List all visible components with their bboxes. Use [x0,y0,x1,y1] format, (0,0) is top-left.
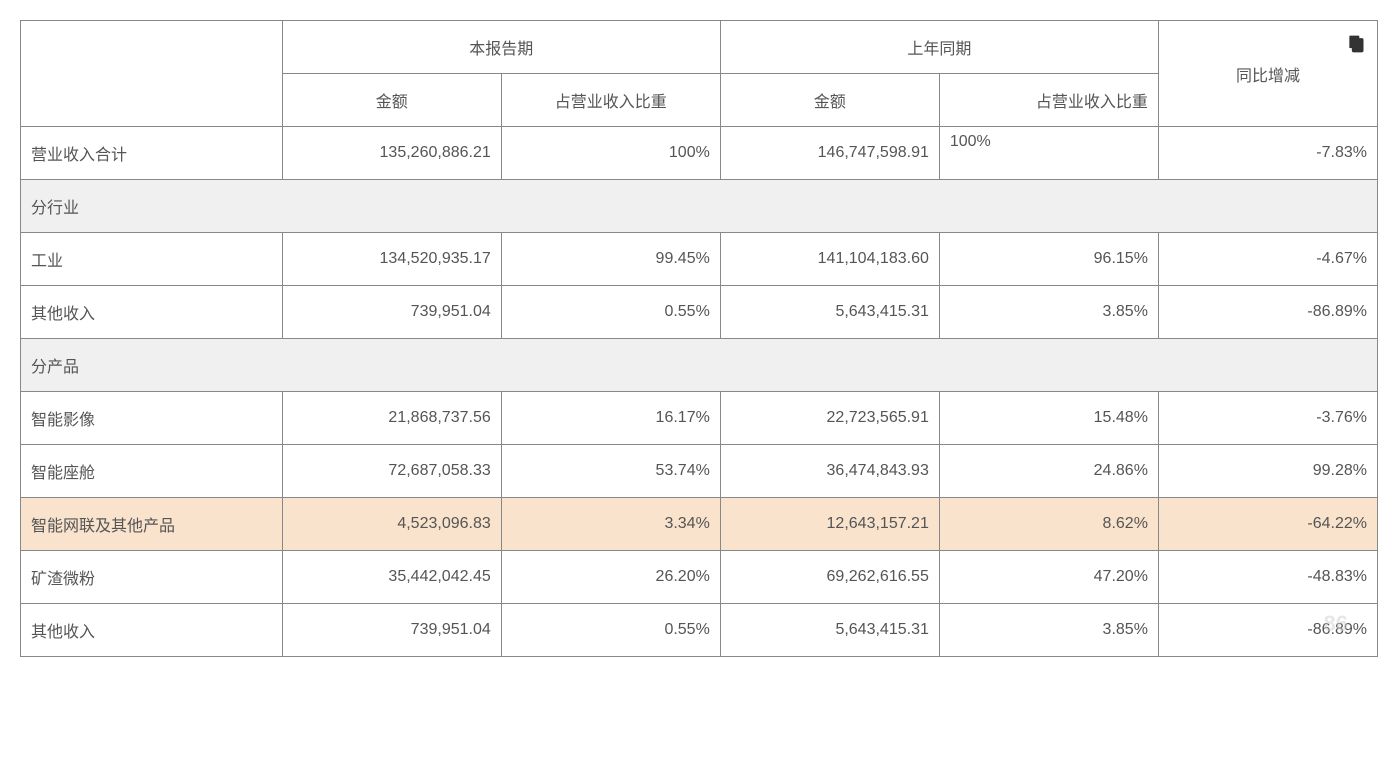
row-prior-ratio: 3.85% [939,604,1158,657]
section-title: 分产品 [21,339,1378,392]
row-prior-ratio: 24.86% [939,445,1158,498]
row-current-amount: 134,520,935.17 [282,233,501,286]
copy-icon[interactable] [1346,34,1366,54]
row-prior-amount: 22,723,565.91 [720,392,939,445]
total-current-amount: 135,260,886.21 [282,127,501,180]
header-prior-period: 上年同期 [720,21,1158,74]
header-prior-amount: 金额 [720,74,939,127]
row-change: -86.89% [1158,604,1377,657]
row-current-ratio: 53.74% [501,445,720,498]
total-change: -7.83% [1158,127,1377,180]
row-label: 矿渣微粉 [21,551,283,604]
row-current-amount: 21,868,737.56 [282,392,501,445]
row-label: 其他收入 [21,286,283,339]
row-current-ratio: 0.55% [501,604,720,657]
row-prior-amount: 36,474,843.93 [720,445,939,498]
row-prior-ratio: 47.20% [939,551,1158,604]
row-prior-ratio: 96.15% [939,233,1158,286]
row-change: -64.22% [1158,498,1377,551]
row-prior-amount: 69,262,616.55 [720,551,939,604]
row-current-ratio: 26.20% [501,551,720,604]
row-current-ratio: 99.45% [501,233,720,286]
row-current-amount: 739,951.04 [282,604,501,657]
row-change: -48.83% [1158,551,1377,604]
row-label: 工业 [21,233,283,286]
row-label: 智能座舱 [21,445,283,498]
section-title: 分行业 [21,180,1378,233]
header-yoy-change: 同比增减 [1158,21,1377,127]
financial-table-container: 本报告期 上年同期 同比增减 金额 占营业收入比重 金额 占营业收入比重 营业收… [20,20,1378,657]
row-prior-amount: 141,104,183.60 [720,233,939,286]
row-change: -86.89% [1158,286,1377,339]
row-current-amount: 72,687,058.33 [282,445,501,498]
row-current-amount: 35,442,042.45 [282,551,501,604]
row-prior-amount: 5,643,415.31 [720,604,939,657]
row-current-amount: 739,951.04 [282,286,501,339]
total-prior-ratio: 100% [939,127,1158,180]
row-current-ratio: 16.17% [501,392,720,445]
total-label: 营业收入合计 [21,127,283,180]
row-prior-ratio: 8.62% [939,498,1158,551]
row-prior-amount: 5,643,415.31 [720,286,939,339]
row-change: -3.76% [1158,392,1377,445]
row-label: 智能影像 [21,392,283,445]
total-prior-amount: 146,747,598.91 [720,127,939,180]
row-prior-ratio: 3.85% [939,286,1158,339]
row-current-ratio: 0.55% [501,286,720,339]
total-current-ratio: 100% [501,127,720,180]
financial-table: 本报告期 上年同期 同比增减 金额 占营业收入比重 金额 占营业收入比重 营业收… [20,20,1378,657]
header-prior-ratio: 占营业收入比重 [939,74,1158,127]
row-label: 智能网联及其他产品 [21,498,283,551]
header-current-amount: 金额 [282,74,501,127]
row-change: 99.28% [1158,445,1377,498]
row-current-ratio: 3.34% [501,498,720,551]
row-prior-amount: 12,643,157.21 [720,498,939,551]
row-change: -4.67% [1158,233,1377,286]
header-empty [21,21,283,127]
row-prior-ratio: 15.48% [939,392,1158,445]
header-current-ratio: 占营业收入比重 [501,74,720,127]
row-current-amount: 4,523,096.83 [282,498,501,551]
row-label: 其他收入 [21,604,283,657]
header-current-period: 本报告期 [282,21,720,74]
